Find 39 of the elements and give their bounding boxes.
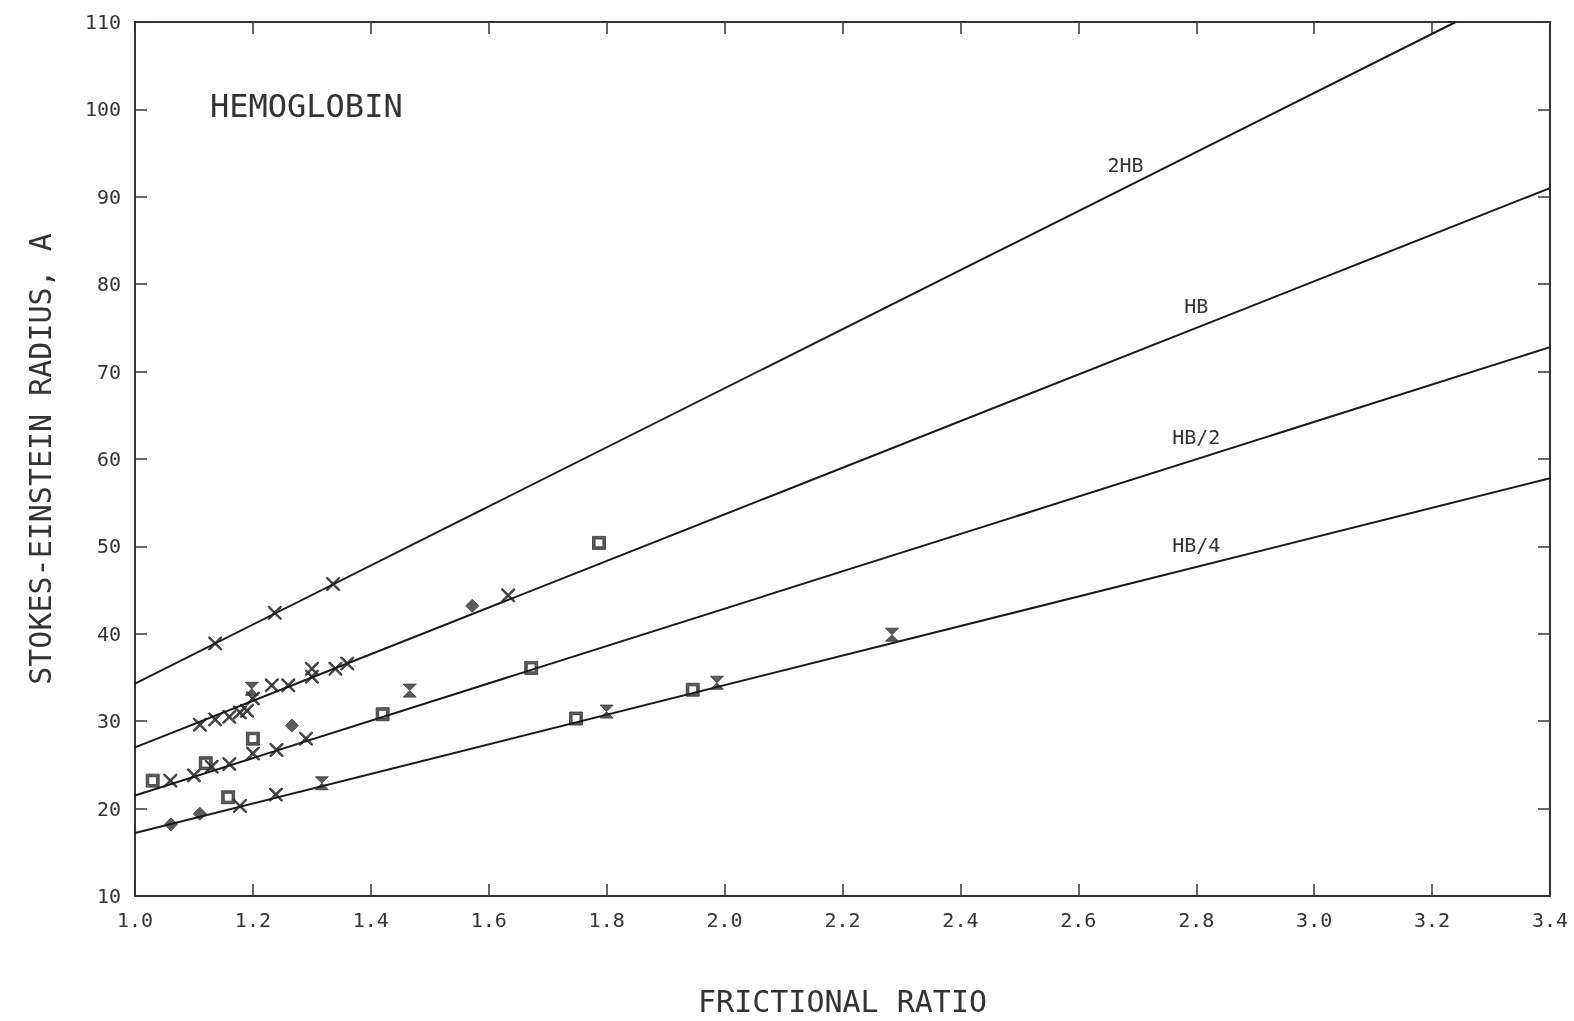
x-tick-label: 1.6 — [470, 908, 507, 932]
x-tick-label: 1.8 — [588, 908, 625, 932]
x-tick-label: 1.4 — [352, 908, 389, 932]
y-tick-label: 50 — [96, 534, 121, 559]
series-label: HB/2 — [1172, 425, 1221, 450]
x-tick-label: 2.8 — [1178, 908, 1215, 932]
y-tick-label: 100 — [84, 97, 121, 122]
series-label: HB — [1184, 293, 1209, 318]
x-tick-label: 3.0 — [1296, 908, 1333, 932]
series-label: 2HB — [1107, 153, 1144, 178]
y-tick-label: 20 — [96, 796, 121, 821]
y-tick-label: 40 — [96, 621, 121, 646]
x-tick-label: 2.2 — [824, 908, 861, 932]
point — [284, 718, 299, 733]
x-tick-label: 2.4 — [942, 908, 979, 932]
series-label: HB/4 — [1172, 532, 1221, 557]
y-tick-label: 30 — [96, 709, 121, 734]
x-tick-label: 1.2 — [234, 908, 271, 932]
x-tick-label: 1.0 — [116, 908, 154, 932]
point — [885, 627, 900, 642]
y-axis-title: STOKES-EINSTEIN RADIUS, A — [22, 233, 58, 685]
y-tick-label: 60 — [96, 447, 121, 471]
point — [402, 683, 417, 698]
y-tick-label: 110 — [84, 10, 121, 34]
y-tick-label: 90 — [96, 184, 121, 209]
point — [221, 790, 236, 805]
text: HEMOGLOBIN — [210, 87, 403, 125]
x-tick-label: 3.4 — [1531, 908, 1569, 932]
y-tick-label: 10 — [96, 884, 121, 908]
x-tick-label: 3.2 — [1414, 908, 1451, 932]
point — [465, 598, 480, 613]
y-tick-label: 70 — [96, 359, 121, 384]
x-axis-title: FRICTIONAL RATIO — [698, 983, 987, 1019]
x-tick-label: 2.0 — [706, 908, 743, 932]
point — [145, 773, 160, 788]
point — [245, 731, 260, 746]
point — [592, 535, 606, 550]
y-tick-label: 80 — [96, 272, 121, 297]
x-tick-label: 2.6 — [1060, 908, 1097, 932]
